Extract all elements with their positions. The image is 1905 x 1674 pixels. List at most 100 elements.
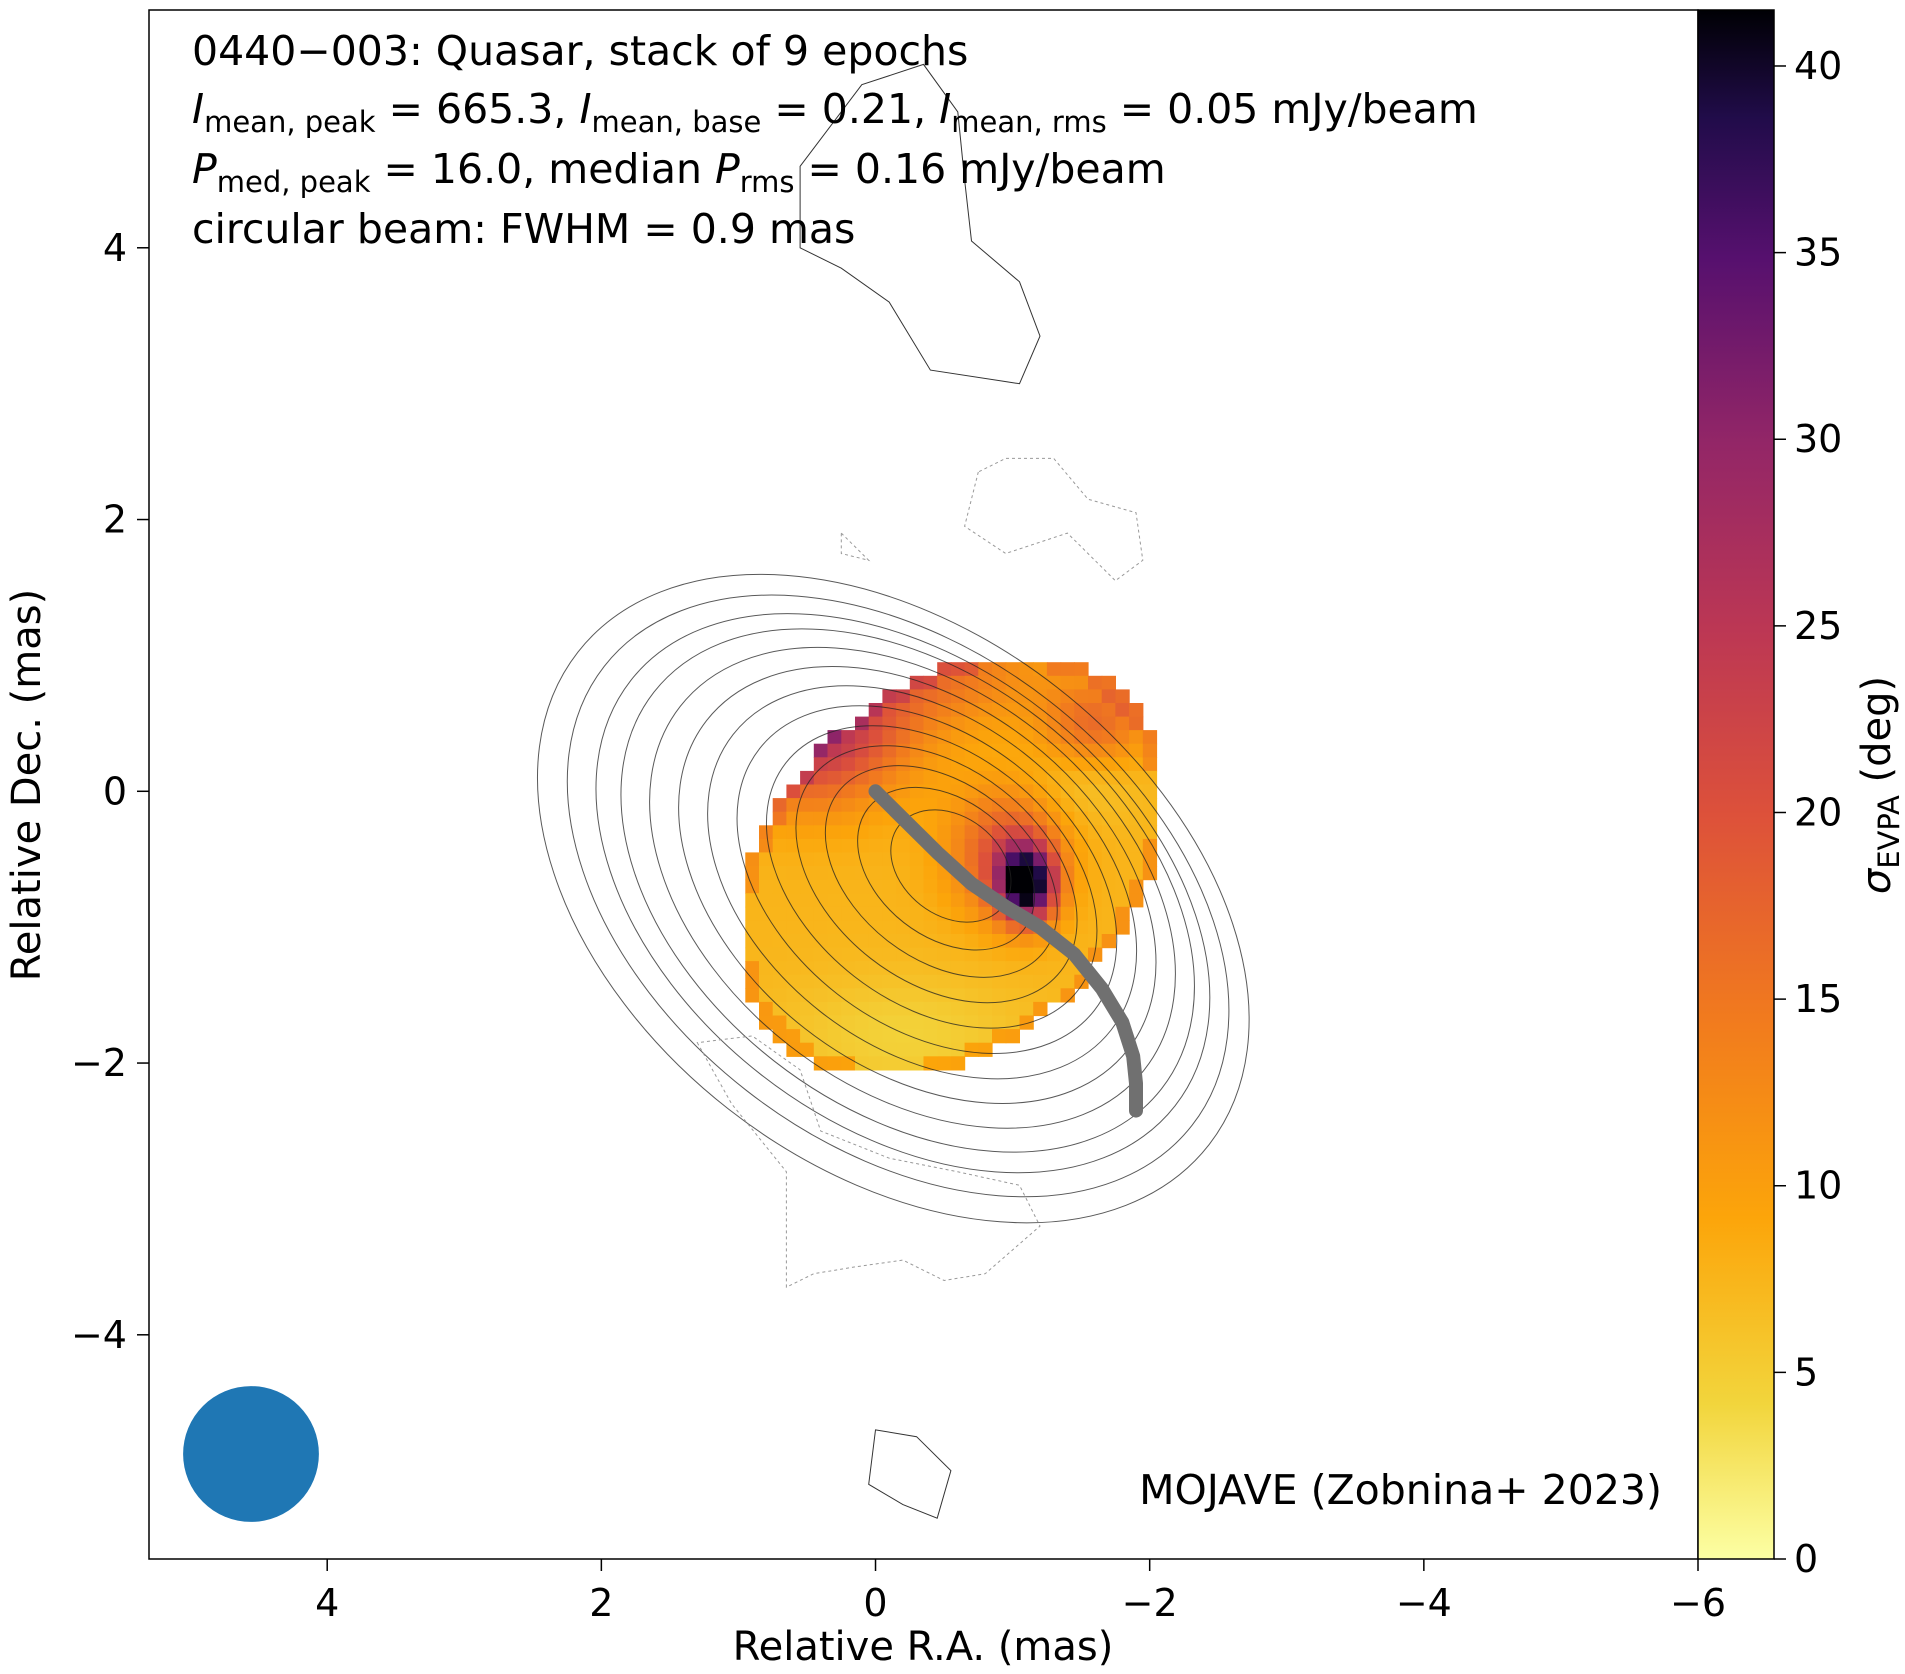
heatmap-pixel [1115, 743, 1130, 758]
contour-level [795, 745, 1078, 1004]
heatmap-pixel [1005, 784, 1020, 799]
heatmap-pixel [1060, 825, 1075, 840]
heatmap-pixel [992, 961, 1007, 976]
heatmap-pixel [1046, 662, 1062, 677]
heatmap-pixel [827, 730, 842, 745]
colorbar-tick-label: 20 [1794, 790, 1842, 834]
heatmap-pixel [1115, 757, 1130, 772]
heatmap-pixel [1142, 866, 1158, 881]
heatmap-pixel [937, 730, 952, 745]
heatmap-pixel [813, 811, 829, 826]
heatmap-pixel [800, 988, 815, 1003]
heatmap-pixel [1046, 852, 1062, 867]
heatmap-pixel [937, 811, 952, 826]
intensity-annotation: Imean, peak = 665.3, Imean, base = 0.21,… [192, 85, 1478, 139]
heatmap-pixel [855, 1029, 870, 1044]
heatmap-pixel [759, 838, 774, 854]
heatmap-pixel [909, 866, 925, 881]
heatmap-pixel [1115, 689, 1130, 704]
heatmap-pixel [827, 811, 842, 826]
y-axis-label: Relative Dec. (mas) [4, 589, 50, 981]
heatmap-pixel [964, 974, 979, 989]
heatmap-pixel [909, 784, 925, 799]
heatmap-pixel [786, 988, 801, 1003]
contour-level [595, 613, 1211, 1174]
heatmap-pixel [841, 866, 856, 881]
heatmap-pixel [800, 906, 815, 921]
heatmap-pixel [937, 988, 952, 1003]
x-tick-label: 0 [863, 1581, 887, 1625]
heatmap-pixel [992, 743, 1007, 758]
heatmap-pixel [813, 743, 829, 758]
contour-level [824, 765, 1058, 978]
heatmap-pixel [868, 920, 883, 935]
heatmap-pixel [896, 906, 911, 921]
heatmap-pixel [841, 988, 856, 1003]
heatmap-pixel [1033, 852, 1048, 867]
heatmap-pixel [1060, 675, 1075, 690]
heatmap-pixel [882, 988, 897, 1003]
heatmap-pixel [882, 770, 897, 786]
heatmap-pixel [841, 730, 856, 745]
heatmap-pixel [978, 703, 993, 718]
heatmap-pixel [909, 716, 925, 731]
heatmap-pixel [923, 906, 938, 921]
heatmap-pixel [1046, 798, 1062, 813]
heatmap-pixel [868, 716, 883, 731]
heatmap-pixel [1005, 716, 1020, 731]
heatmap-pixel [813, 784, 829, 799]
heatmap-pixel [827, 825, 842, 840]
jet-ridgeline [868, 784, 1143, 1118]
heatmap-pixel [868, 988, 883, 1003]
heatmap-pixel [1129, 784, 1144, 799]
heatmap-pixel [855, 852, 870, 867]
heatmap-pixel [882, 879, 897, 894]
heatmap-pixel [896, 770, 911, 786]
heatmap-pixel [759, 934, 774, 949]
heatmap-pixel [745, 947, 760, 962]
heatmap-pixel [868, 743, 883, 758]
heatmap-pixel [937, 743, 952, 758]
heatmap-pixel [813, 934, 829, 949]
heatmap-pixel [800, 934, 815, 949]
heatmap-pixel [1060, 703, 1075, 718]
heatmap-pixel [855, 1015, 870, 1030]
heatmap-pixel [772, 961, 787, 976]
heatmap-pixel [1046, 784, 1062, 799]
heatmap-pixel [1101, 879, 1116, 894]
heatmap-pixel [1046, 757, 1062, 772]
heatmap-pixel [855, 947, 870, 962]
heatmap-pixel [786, 879, 801, 894]
x-axis-ticks: 4 2 0 −2 −4 −6 [315, 1559, 1726, 1625]
heatmap-pixel [909, 1042, 925, 1057]
heatmap-pixel [1129, 838, 1144, 854]
heatmap-pixel [882, 893, 897, 908]
contour-level [537, 573, 1250, 1224]
heatmap-pixel [923, 743, 938, 758]
heatmap-pixel [772, 1001, 787, 1017]
heatmap-pixel [1115, 838, 1130, 854]
heatmap-pixel [896, 866, 911, 881]
heatmap-pixel [882, 703, 897, 718]
heatmap-pixel [813, 961, 829, 976]
heatmap-pixel [1088, 703, 1103, 718]
heatmap-pixel [964, 1001, 979, 1017]
heatmap-pixel [896, 1042, 911, 1057]
heatmap-pixel [827, 838, 842, 854]
heatmap-pixel [1088, 838, 1103, 854]
contour-level [566, 594, 1230, 1198]
heatmap-pixel [800, 947, 815, 962]
heatmap-pixel [855, 961, 870, 976]
heatmap-pixel [937, 947, 952, 962]
heatmap-pixel [923, 811, 938, 826]
heatmap-pixel [992, 852, 1007, 867]
heatmap-pixel [868, 730, 883, 745]
contour-level [649, 646, 1176, 1129]
heatmap-pixel [759, 947, 774, 962]
x-tick-label: 2 [589, 1581, 613, 1625]
heatmap-pixel [1005, 757, 1020, 772]
heatmap-pixel [1005, 798, 1020, 813]
heatmap-pixel [1060, 961, 1075, 976]
heatmap-pixel [1074, 866, 1089, 881]
